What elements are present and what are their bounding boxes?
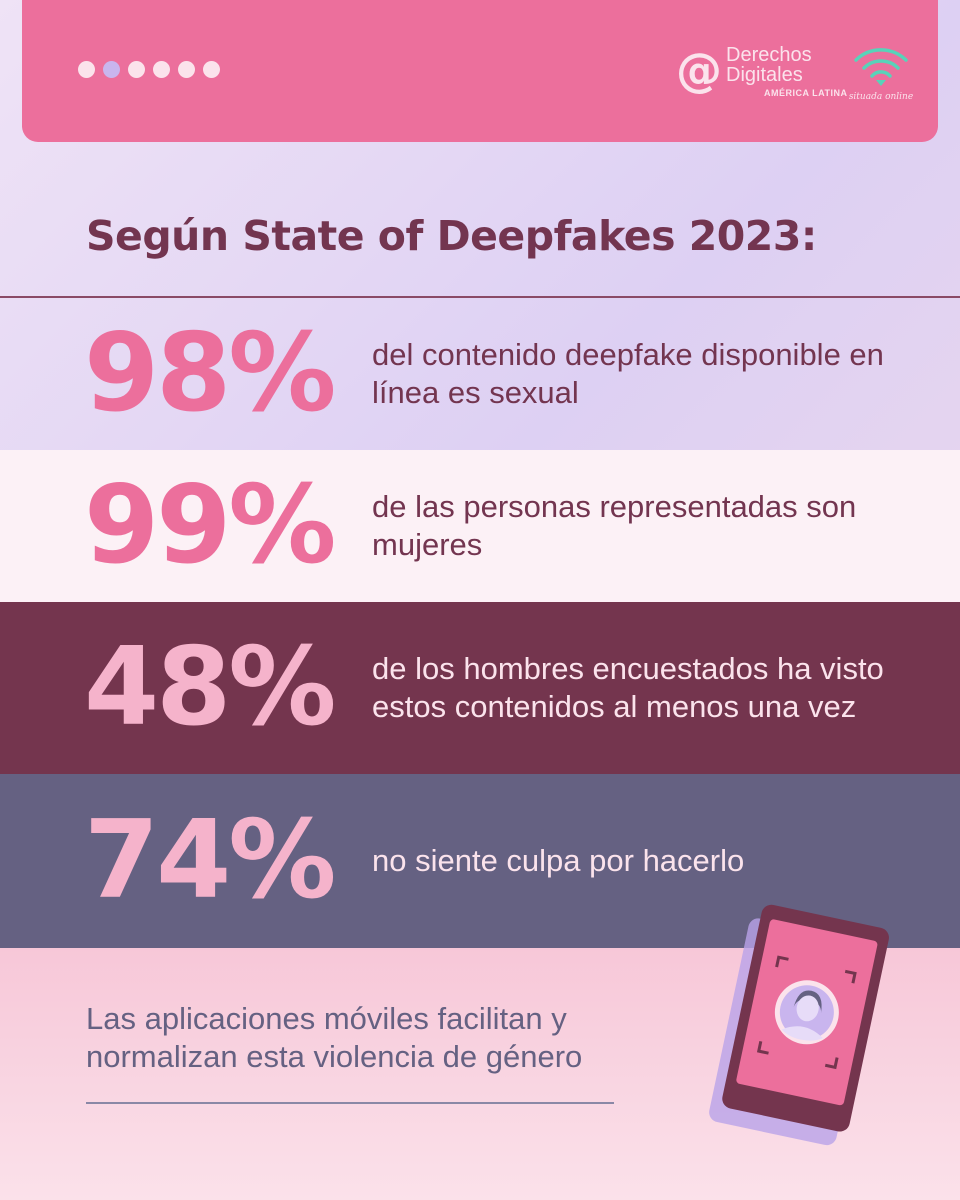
title-divider	[0, 296, 960, 298]
stat-description: del contenido deepfake disponible en lín…	[372, 337, 884, 410]
carousel-dot-1[interactable]	[78, 61, 95, 78]
wifi-icon	[854, 48, 908, 78]
user-avatar-icon	[774, 980, 839, 1045]
derechos-digitales-logo: @ Derechos Digitales AMÉRICA LATINA	[676, 45, 848, 98]
carousel-dot-4[interactable]	[153, 61, 170, 78]
stat-row-1: 98% del contenido deepfake disponible en…	[0, 298, 960, 450]
stat-row-2: 99% de las personas representadas son mu…	[0, 450, 960, 602]
situada-online-wordmark: situada online	[849, 92, 913, 102]
stat-percent: 98%	[84, 311, 337, 436]
logo-line-1: Derechos	[726, 44, 812, 66]
logo-line-2: Digitales	[726, 64, 803, 86]
footer-divider	[86, 1102, 614, 1104]
stat-description: de los hombres encuestados ha visto esto…	[372, 651, 884, 724]
page-title: Según State of Deepfakes 2023:	[86, 212, 817, 260]
stat-description: de las personas representadas son mujere…	[372, 489, 857, 562]
carousel-dot-2-active[interactable]	[103, 61, 120, 78]
stat-row-3: 48% de los hombres encuestados ha visto …	[0, 602, 960, 774]
carousel-dot-5[interactable]	[178, 61, 195, 78]
logo-line-3: AMÉRICA LATINA	[764, 88, 848, 98]
carousel-dot-3[interactable]	[128, 61, 145, 78]
screen-corner-marks	[756, 955, 857, 1070]
at-sign-icon: @	[676, 43, 722, 97]
stat-percent: 99%	[84, 463, 337, 588]
stat-percent: 48%	[84, 625, 337, 750]
footer-text: Las aplicaciones móviles facilitan y nor…	[86, 1001, 583, 1074]
carousel-dot-6[interactable]	[203, 61, 220, 78]
stat-percent: 74%	[84, 798, 337, 923]
carousel-dots	[78, 61, 220, 78]
header-bar: @ Derechos Digitales AMÉRICA LATINA situ…	[22, 0, 938, 142]
stat-description: no siente culpa por hacerlo	[372, 843, 745, 878]
situada-online-logo: situada online	[849, 48, 913, 102]
smartphone-illustration	[709, 904, 889, 1146]
